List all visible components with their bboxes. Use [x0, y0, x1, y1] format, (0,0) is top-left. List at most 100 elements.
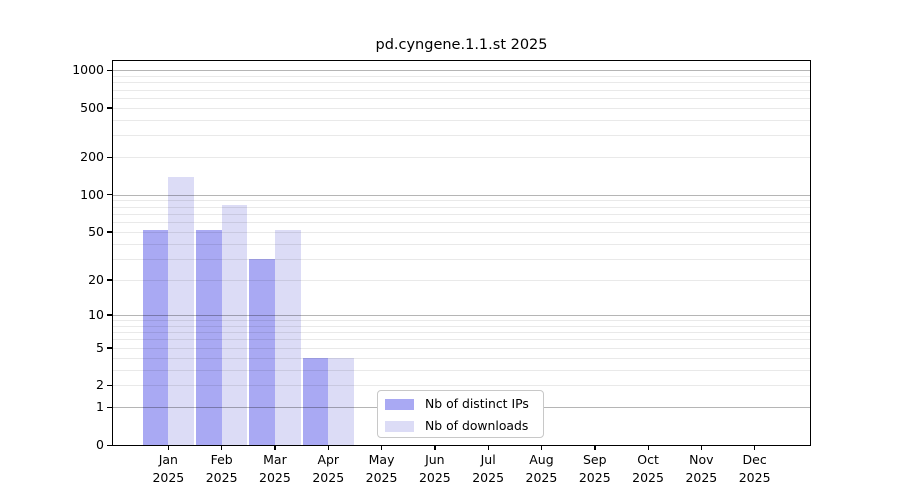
- bar-nb-of-downloads-feb: [221, 204, 248, 445]
- y-tick-label: 20: [88, 271, 104, 287]
- y-tick-mark: [107, 107, 113, 109]
- y-tick-label: 100: [80, 186, 104, 202]
- x-tick-sublabel: 2025: [205, 469, 238, 485]
- x-tick-label-jan: Jan 2025: [136, 451, 200, 486]
- x-tick-label-oct: Oct 2025: [616, 451, 680, 486]
- legend-item-distinct-ips: Nb of distinct IPs: [385, 396, 529, 411]
- x-tick-mark: [434, 445, 436, 450]
- bar-nb-of-distinct-ips-apr: [302, 357, 329, 445]
- x-tick-label-may: May 2025: [350, 451, 414, 486]
- x-tick-label-mar: Mar 2025: [243, 451, 307, 486]
- y-tick-mark: [107, 231, 113, 233]
- y-tick-label: 2: [96, 377, 104, 393]
- legend-item-downloads: Nb of downloads: [385, 418, 529, 433]
- minor-gridline: [113, 200, 810, 202]
- major-gridline: [113, 314, 810, 316]
- minor-gridline: [113, 332, 810, 334]
- y-tick-mark: [107, 406, 113, 409]
- minor-gridline: [113, 75, 810, 77]
- minor-gridline: [113, 206, 810, 208]
- minor-gridline: [113, 135, 810, 137]
- minor-gridline: [113, 222, 810, 223]
- bar-nb-of-distinct-ips-jan: [142, 229, 169, 445]
- x-tick-mark: [540, 445, 543, 450]
- x-tick-mark: [594, 445, 596, 450]
- x-tick-sublabel: 2025: [685, 469, 718, 485]
- x-tick-mark: [381, 445, 383, 450]
- x-tick-label-aug: Aug 2025: [509, 451, 573, 486]
- minor-gridline: [113, 231, 810, 233]
- minor-gridline: [113, 385, 810, 387]
- minor-gridline: [113, 243, 810, 245]
- major-gridline: [113, 70, 810, 72]
- y-tick-mark: [107, 279, 113, 281]
- minor-gridline: [113, 82, 810, 84]
- y-tick-mark: [107, 384, 113, 387]
- y-tick-label: 0: [96, 437, 104, 452]
- x-tick-label-nov: Nov 2025: [669, 451, 733, 486]
- y-tick-label: 5: [96, 339, 104, 355]
- minor-gridline: [113, 258, 810, 260]
- x-tick-label-feb: Feb 2025: [190, 451, 254, 486]
- y-tick-mark: [107, 69, 113, 72]
- minor-gridline: [113, 320, 810, 322]
- legend-swatch-downloads: [385, 420, 414, 432]
- legend-label-distinct-ips: Nb of distinct IPs: [425, 396, 529, 411]
- minor-gridline: [113, 89, 810, 91]
- chart-title: pd.cyngene.1.1.st 2025: [375, 37, 548, 53]
- x-tick-label-jul: Jul 2025: [456, 451, 520, 486]
- x-tick-sublabel: 2025: [738, 469, 771, 485]
- plot-area: [112, 60, 811, 446]
- minor-gridline: [113, 347, 810, 349]
- y-tick-mark: [107, 194, 113, 196]
- x-tick-sublabel: 2025: [312, 469, 345, 485]
- bar-nb-of-downloads-apr: [328, 357, 354, 445]
- x-tick-sublabel: 2025: [578, 469, 611, 485]
- minor-gridline: [113, 107, 810, 109]
- x-tick-sublabel: 2025: [632, 469, 664, 485]
- minor-gridline: [113, 369, 810, 371]
- y-tick-label: 10: [88, 306, 104, 322]
- x-tick-label-sep: Sep 2025: [563, 451, 627, 486]
- x-tick-sublabel: 2025: [365, 469, 398, 485]
- x-tick-sublabel: 2025: [152, 469, 185, 485]
- y-tick-mark: [107, 156, 113, 159]
- x-tick-label-apr: Apr 2025: [296, 451, 360, 486]
- y-tick-label: 500: [80, 99, 104, 115]
- x-tick-sublabel: 2025: [525, 469, 558, 485]
- minor-gridline: [113, 325, 810, 327]
- y-tick-label: 1000: [72, 62, 104, 78]
- legend-swatch-distinct-ips: [385, 398, 414, 410]
- bar-nb-of-distinct-ips-feb: [195, 229, 222, 445]
- bar-nb-of-downloads-mar: [274, 229, 301, 445]
- legend: Nb of distinct IPs Nb of downloads: [377, 390, 544, 438]
- x-tick-mark: [167, 445, 170, 450]
- bar-nb-of-distinct-ips-mar: [249, 258, 275, 445]
- x-tick-mark: [274, 445, 276, 450]
- minor-gridline: [113, 213, 810, 215]
- y-tick-mark: [107, 444, 113, 446]
- bar-nb-of-downloads-jan: [168, 176, 195, 445]
- y-tick-label: 200: [80, 149, 104, 165]
- x-tick-mark: [487, 445, 489, 450]
- major-gridline: [113, 194, 810, 196]
- x-tick-mark: [221, 445, 223, 450]
- x-tick-sublabel: 2025: [472, 469, 505, 485]
- minor-gridline: [113, 119, 810, 121]
- minor-gridline: [113, 357, 810, 359]
- y-tick-mark: [107, 314, 113, 316]
- y-tick-label: 1: [96, 399, 104, 415]
- x-tick-label-dec: Dec 2025: [723, 451, 787, 486]
- x-tick-mark: [754, 445, 756, 450]
- legend-label-downloads: Nb of downloads: [425, 418, 529, 433]
- x-tick-mark: [647, 445, 649, 450]
- minor-gridline: [113, 157, 810, 159]
- minor-gridline: [113, 339, 810, 341]
- x-tick-mark: [327, 445, 330, 450]
- y-tick-mark: [107, 347, 113, 349]
- minor-gridline: [113, 279, 810, 281]
- x-tick-mark: [700, 445, 703, 450]
- x-tick-sublabel: 2025: [259, 469, 291, 485]
- y-tick-label: 50: [88, 223, 104, 239]
